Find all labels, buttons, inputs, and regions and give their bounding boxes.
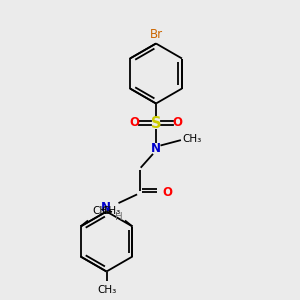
Text: Br: Br: [149, 28, 163, 41]
Text: H: H: [115, 212, 123, 221]
Text: N: N: [151, 142, 161, 155]
Text: CH₃: CH₃: [101, 206, 121, 216]
Text: S: S: [151, 116, 161, 130]
Text: O: O: [172, 116, 183, 130]
Text: O: O: [162, 185, 172, 199]
Text: CH₃: CH₃: [182, 134, 201, 144]
Text: CH₃: CH₃: [92, 206, 112, 216]
Text: N: N: [101, 201, 111, 214]
Text: CH₃: CH₃: [97, 285, 116, 295]
Text: O: O: [129, 116, 140, 130]
